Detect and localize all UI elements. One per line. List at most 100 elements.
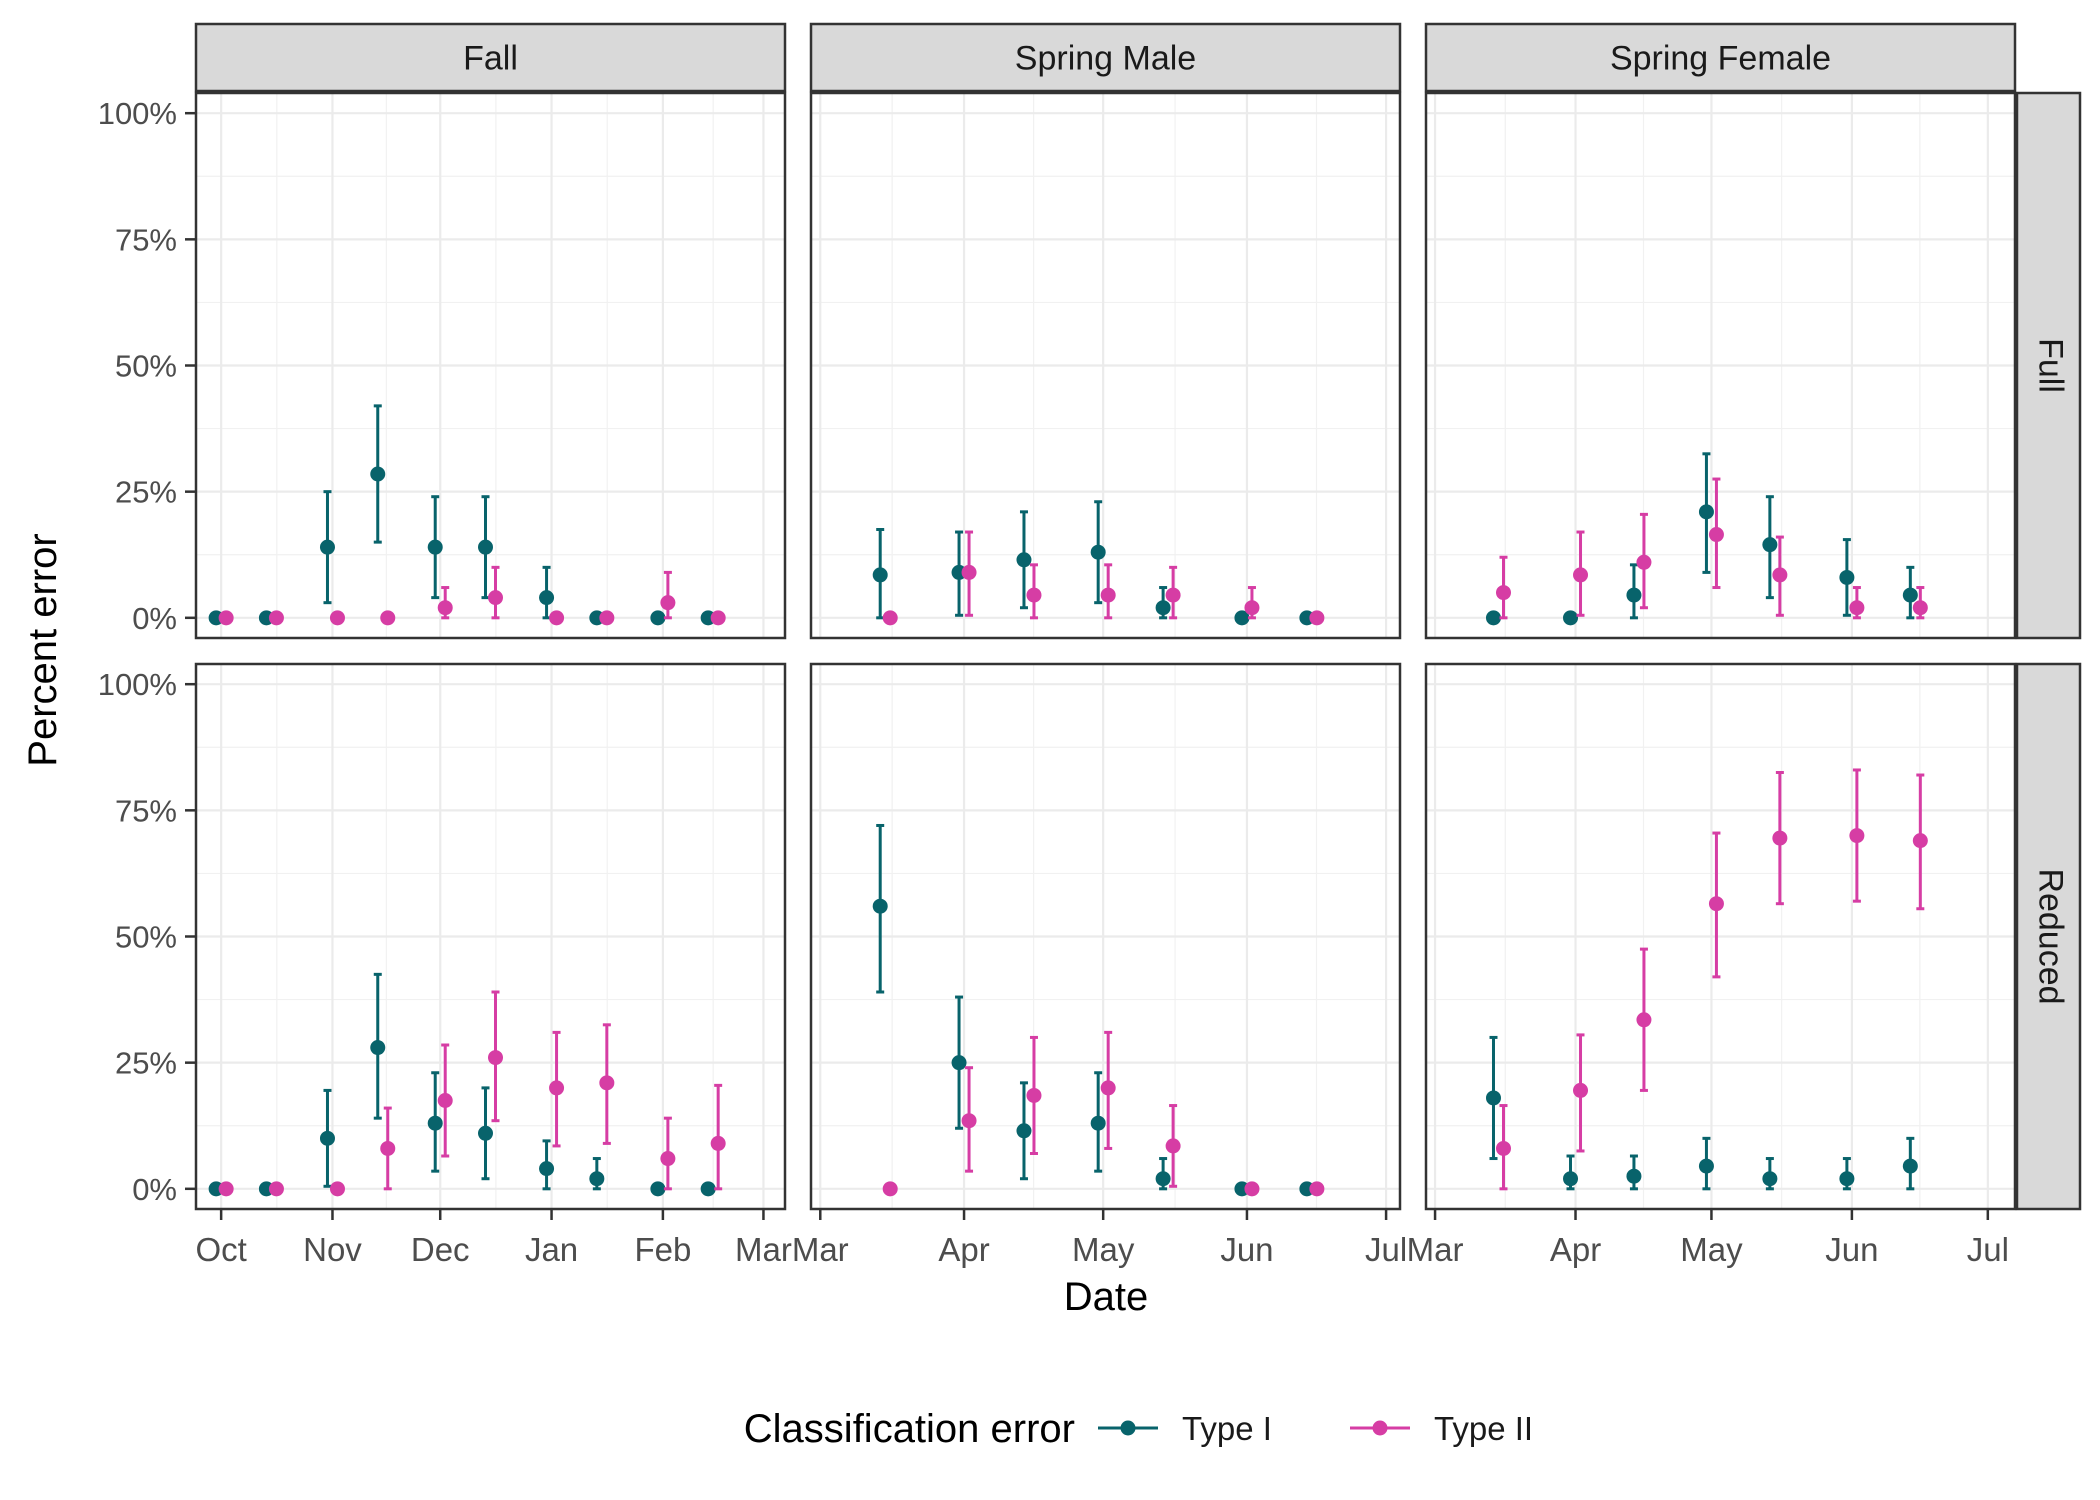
data-point xyxy=(1636,1012,1652,1028)
panel-border xyxy=(809,662,1402,1211)
data-point xyxy=(1626,587,1642,603)
x-tick-label: Jul xyxy=(1365,1231,1407,1268)
panel-border xyxy=(809,91,1402,640)
data-point xyxy=(478,1125,493,1141)
panel-border xyxy=(1424,662,2017,1211)
x-tick-label: Jun xyxy=(1220,1231,1273,1268)
data-point xyxy=(1016,1123,1032,1139)
data-point xyxy=(329,610,345,626)
series-type2 xyxy=(1495,768,1928,1191)
data-point xyxy=(882,610,898,626)
data-point xyxy=(1100,587,1116,603)
data-point xyxy=(539,590,555,606)
data-point xyxy=(589,1171,605,1187)
data-point xyxy=(1495,1140,1511,1156)
data-point xyxy=(1849,600,1865,616)
legend-entry-type1: Type I xyxy=(1098,1410,1272,1447)
facet-strip-label: Spring Male xyxy=(1015,40,1196,78)
data-point xyxy=(1485,610,1501,626)
data-point xyxy=(1165,1138,1181,1154)
legend-keys: Type I Type II xyxy=(1098,1410,1533,1447)
data-point xyxy=(650,610,666,626)
data-point xyxy=(370,466,386,482)
data-point xyxy=(1708,527,1724,543)
panel-border xyxy=(1424,91,2017,640)
data-point xyxy=(427,539,443,555)
facet-strip-label: Fall xyxy=(463,40,518,78)
data-point xyxy=(1495,585,1511,601)
data-point xyxy=(1016,552,1032,568)
data-point xyxy=(1155,600,1171,616)
facet-strip-label: Full xyxy=(2032,338,2070,393)
data-point xyxy=(872,567,888,583)
legend-label: Type II xyxy=(1434,1410,1533,1447)
data-point xyxy=(1573,567,1589,583)
data-point xyxy=(1626,1168,1642,1184)
data-point xyxy=(488,590,503,606)
data-point xyxy=(1485,1090,1501,1106)
x-tick-label: Jul xyxy=(1967,1231,2009,1268)
series-type1 xyxy=(208,404,716,626)
x-tick-label: Mar xyxy=(792,1231,849,1268)
x-tick-label: Apr xyxy=(938,1231,989,1268)
data-point xyxy=(1234,610,1250,626)
data-point xyxy=(218,610,234,626)
data-point xyxy=(1090,1115,1106,1131)
series-type2 xyxy=(1495,477,1928,620)
data-point xyxy=(1563,610,1579,626)
data-point xyxy=(1573,1082,1589,1098)
data-point xyxy=(1100,1080,1116,1096)
data-point xyxy=(370,1040,386,1056)
data-point xyxy=(268,610,284,626)
series-type1 xyxy=(1485,1035,1918,1191)
y-tick-label: 75% xyxy=(115,793,177,828)
data-point xyxy=(710,1135,726,1151)
y-tick-label: 50% xyxy=(115,920,177,955)
y-tick-label: 25% xyxy=(115,1046,177,1081)
y-tick-label: 100% xyxy=(98,667,177,702)
data-point xyxy=(1708,896,1724,912)
data-point xyxy=(319,539,335,555)
panel-spring-female-reduced: Mar Apr May Jun Jul xyxy=(1407,662,2017,1268)
x-tick-label: Mar xyxy=(1407,1231,1464,1268)
data-point xyxy=(700,1181,716,1197)
data-point xyxy=(1244,600,1260,616)
series-type2 xyxy=(218,565,726,626)
facet-strip-reduced xyxy=(2015,662,2082,1211)
data-point xyxy=(1026,1087,1042,1103)
data-point xyxy=(599,1075,615,1091)
data-point xyxy=(1849,828,1865,844)
facet-strip-spring-male xyxy=(809,22,1402,93)
legend-key-point xyxy=(1120,1420,1136,1436)
x-tick-label: May xyxy=(1072,1231,1135,1268)
y-tick-label: 100% xyxy=(98,96,177,131)
x-tick-label: Nov xyxy=(303,1231,362,1268)
facet-strip-spring-female xyxy=(1424,22,2017,93)
data-point xyxy=(1762,1171,1778,1187)
data-point xyxy=(218,1181,234,1197)
data-point xyxy=(488,1050,503,1066)
data-point xyxy=(1090,544,1106,560)
data-point xyxy=(1698,504,1714,520)
panel-spring-male-full xyxy=(809,91,1402,640)
data-point xyxy=(437,600,453,616)
data-point xyxy=(660,595,676,611)
data-point xyxy=(1912,833,1928,849)
data-point xyxy=(478,539,493,555)
data-point xyxy=(660,1151,676,1167)
x-tick-label: Mar xyxy=(735,1231,792,1268)
data-point xyxy=(1165,587,1181,603)
series-type2 xyxy=(882,530,1325,626)
facet-strip-label: Reduced xyxy=(2032,868,2070,1004)
series-type2 xyxy=(218,990,726,1197)
legend: Classification error Type I Type II xyxy=(744,1407,1533,1451)
facet-strip-label: Spring Female xyxy=(1610,40,1831,78)
series-type1 xyxy=(872,823,1315,1197)
data-point xyxy=(1026,587,1042,603)
data-point xyxy=(882,1181,898,1197)
data-point xyxy=(599,610,615,626)
data-point xyxy=(1902,1158,1918,1174)
data-point xyxy=(951,1055,967,1071)
facet-strip-full xyxy=(2015,91,2082,640)
